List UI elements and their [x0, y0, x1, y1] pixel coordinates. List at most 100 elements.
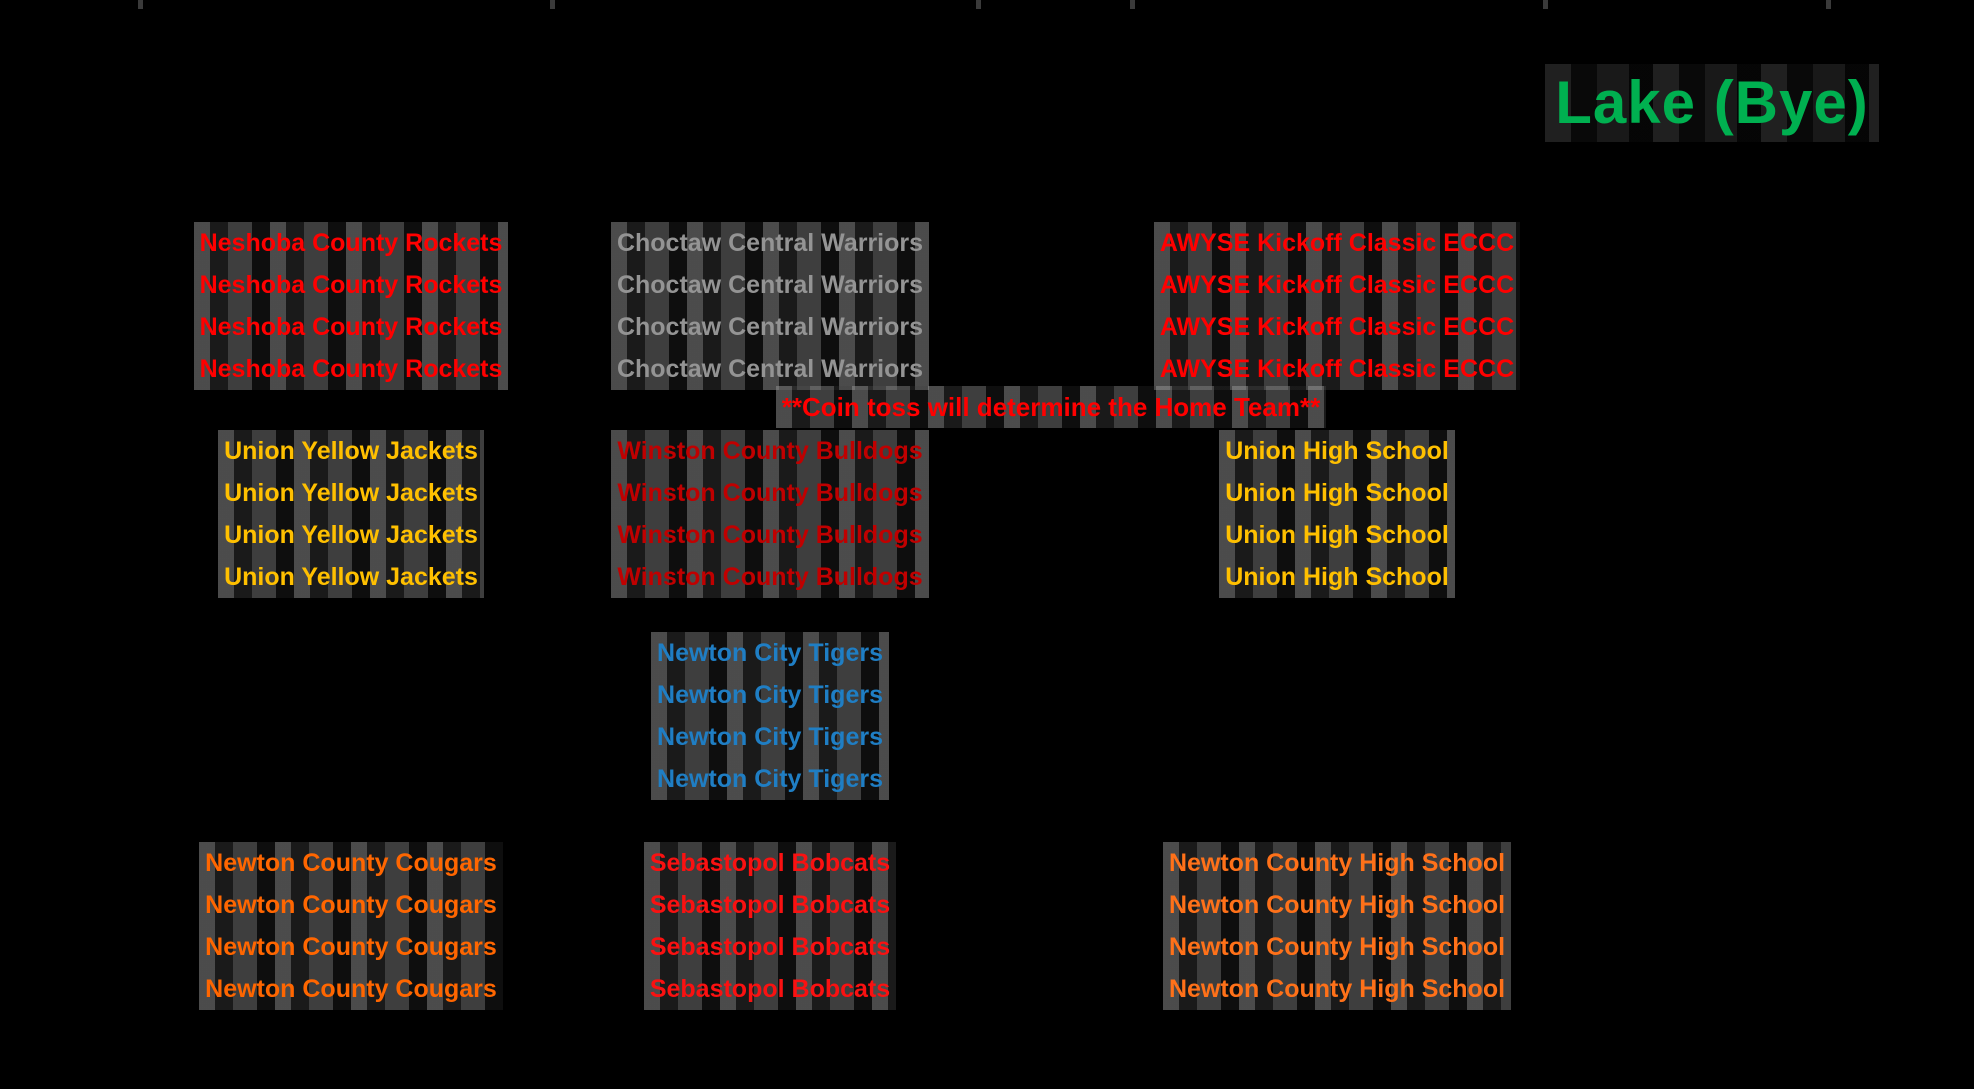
away-team-text: Newton County Cougars — [199, 842, 503, 884]
tick-mark — [1826, 0, 1831, 9]
home-team-cell: Newton City Tigers — [530, 758, 1010, 800]
home-team-cell: Winston County Bulldogs — [530, 556, 1010, 598]
away-team-text: Union Yellow Jackets — [218, 430, 484, 472]
home-team-cell: Choctaw Central Warriors — [530, 306, 1010, 348]
tick-mark — [976, 0, 981, 9]
home-team-text: Choctaw Central Warriors — [610, 306, 930, 348]
matchup-block-newton-county-vs-sebastopol: Newton County Cougars Sebastopol Bobcats N… — [0, 842, 1974, 1010]
home-team-cell: Sebastopol Bobcats — [530, 842, 1010, 884]
location-text: AWYSE Kickoff Classic ECCC — [1153, 222, 1521, 264]
schedule-row: Neshoba County Rockets Choctaw Central Wa… — [0, 348, 1974, 390]
schedule-row: Newton City Tigers — [0, 758, 1974, 800]
location-cell: Union High School — [1077, 514, 1597, 556]
home-team-text: Sebastopol Bobcats — [643, 926, 897, 968]
schedule-row: Newton County Cougars Sebastopol Bobcats N… — [0, 968, 1974, 1010]
location-cell: AWYSE Kickoff Classic ECCC — [1077, 264, 1597, 306]
tick-mark — [1130, 0, 1135, 9]
home-team-cell: Newton City Tigers — [530, 716, 1010, 758]
away-team-cell: Union Yellow Jackets — [111, 430, 591, 472]
away-team-text: Newton County Cougars — [199, 926, 503, 968]
schedule-row: Newton County Cougars Sebastopol Bobcats N… — [0, 842, 1974, 884]
tick-mark — [1543, 0, 1548, 9]
location-text: AWYSE Kickoff Classic ECCC — [1153, 306, 1521, 348]
home-team-cell: Winston County Bulldogs — [530, 472, 1010, 514]
away-team-text: Union Yellow Jackets — [218, 556, 484, 598]
away-team-cell: Neshoba County Rockets — [111, 306, 591, 348]
away-team-cell: Newton County Cougars — [111, 884, 591, 926]
schedule-row: Neshoba County Rockets Choctaw Central Wa… — [0, 222, 1974, 264]
home-team-text: Sebastopol Bobcats — [643, 968, 897, 1010]
coin-toss-notice-text: **Coin toss will determine the Home Team… — [775, 386, 1327, 428]
bye-label: Lake (Bye) — [1462, 64, 1962, 142]
bye-label-text: Lake (Bye) — [1545, 64, 1879, 142]
away-team-text: Union Yellow Jackets — [218, 472, 484, 514]
tick-mark — [550, 0, 555, 9]
schedule-row: Union Yellow Jackets Winston County Bulld… — [0, 430, 1974, 472]
home-team-cell: Winston County Bulldogs — [530, 430, 1010, 472]
home-team-text: Winston County Bulldogs — [611, 472, 929, 514]
location-cell: Newton County High School — [1077, 968, 1597, 1010]
location-cell: AWYSE Kickoff Classic ECCC — [1077, 306, 1597, 348]
location-text: AWYSE Kickoff Classic ECCC — [1153, 264, 1521, 306]
away-team-text: Neshoba County Rockets — [193, 222, 509, 264]
matchup-block-union-vs-winston: Union Yellow Jackets Winston County Bulld… — [0, 430, 1974, 598]
home-team-cell: Winston County Bulldogs — [530, 514, 1010, 556]
home-team-text: Newton City Tigers — [651, 632, 889, 674]
coin-toss-notice: **Coin toss will determine the Home Team… — [530, 386, 1572, 428]
schedule-row: Newton County Cougars Sebastopol Bobcats N… — [0, 884, 1974, 926]
location-cell: Union High School — [1077, 556, 1597, 598]
location-cell: AWYSE Kickoff Classic ECCC — [1077, 222, 1597, 264]
location-text: Newton County High School — [1162, 842, 1512, 884]
away-team-cell: Newton County Cougars — [111, 926, 591, 968]
location-text: Newton County High School — [1162, 926, 1512, 968]
location-text: Newton County High School — [1162, 968, 1512, 1010]
away-team-cell: Union Yellow Jackets — [111, 472, 591, 514]
home-team-cell: Choctaw Central Warriors — [530, 348, 1010, 390]
away-team-cell: Union Yellow Jackets — [111, 556, 591, 598]
tick-mark — [138, 0, 143, 9]
location-cell: Union High School — [1077, 472, 1597, 514]
home-team-cell: Sebastopol Bobcats — [530, 884, 1010, 926]
home-team-cell: Newton City Tigers — [530, 674, 1010, 716]
home-team-text: Newton City Tigers — [651, 674, 889, 716]
home-team-text: Winston County Bulldogs — [611, 430, 929, 472]
away-team-cell: Neshoba County Rockets — [111, 264, 591, 306]
away-team-cell: Newton County Cougars — [111, 968, 591, 1010]
schedule-row: Newton City Tigers — [0, 716, 1974, 758]
away-team-cell: Neshoba County Rockets — [111, 222, 591, 264]
location-text: Union High School — [1219, 556, 1455, 598]
schedule-row: Union Yellow Jackets Winston County Bulld… — [0, 472, 1974, 514]
away-team-text: Neshoba County Rockets — [193, 348, 509, 390]
home-team-cell: Choctaw Central Warriors — [530, 222, 1010, 264]
home-team-cell: Choctaw Central Warriors — [530, 264, 1010, 306]
location-text: Union High School — [1219, 430, 1455, 472]
away-team-text: Union Yellow Jackets — [218, 514, 484, 556]
home-team-text: Newton City Tigers — [651, 716, 889, 758]
away-team-cell: Union Yellow Jackets — [111, 514, 591, 556]
away-team-text: Newton County Cougars — [199, 884, 503, 926]
matchup-block-newton-city: Newton City Tigers Newton City Tigers Newt… — [0, 632, 1974, 800]
location-text: Union High School — [1219, 472, 1455, 514]
location-text: AWYSE Kickoff Classic ECCC — [1153, 348, 1521, 390]
home-team-text: Choctaw Central Warriors — [610, 348, 930, 390]
schedule-row: Union Yellow Jackets Winston County Bulld… — [0, 514, 1974, 556]
schedule-row: Newton City Tigers — [0, 632, 1974, 674]
home-team-cell: Sebastopol Bobcats — [530, 926, 1010, 968]
location-cell: Union High School — [1077, 430, 1597, 472]
location-cell: Newton County High School — [1077, 926, 1597, 968]
away-team-cell: Newton County Cougars — [111, 842, 591, 884]
away-team-text: Neshoba County Rockets — [193, 306, 509, 348]
away-team-text: Newton County Cougars — [199, 968, 503, 1010]
home-team-cell: Sebastopol Bobcats — [530, 968, 1010, 1010]
home-team-text: Sebastopol Bobcats — [643, 884, 897, 926]
home-team-text: Winston County Bulldogs — [611, 556, 929, 598]
home-team-cell: Newton City Tigers — [530, 632, 1010, 674]
schedule-row: Union Yellow Jackets Winston County Bulld… — [0, 556, 1974, 598]
away-team-text: Neshoba County Rockets — [193, 264, 509, 306]
location-cell: AWYSE Kickoff Classic ECCC — [1077, 348, 1597, 390]
home-team-text: Newton City Tigers — [651, 758, 889, 800]
location-text: Newton County High School — [1162, 884, 1512, 926]
home-team-text: Choctaw Central Warriors — [610, 264, 930, 306]
home-team-text: Sebastopol Bobcats — [643, 842, 897, 884]
